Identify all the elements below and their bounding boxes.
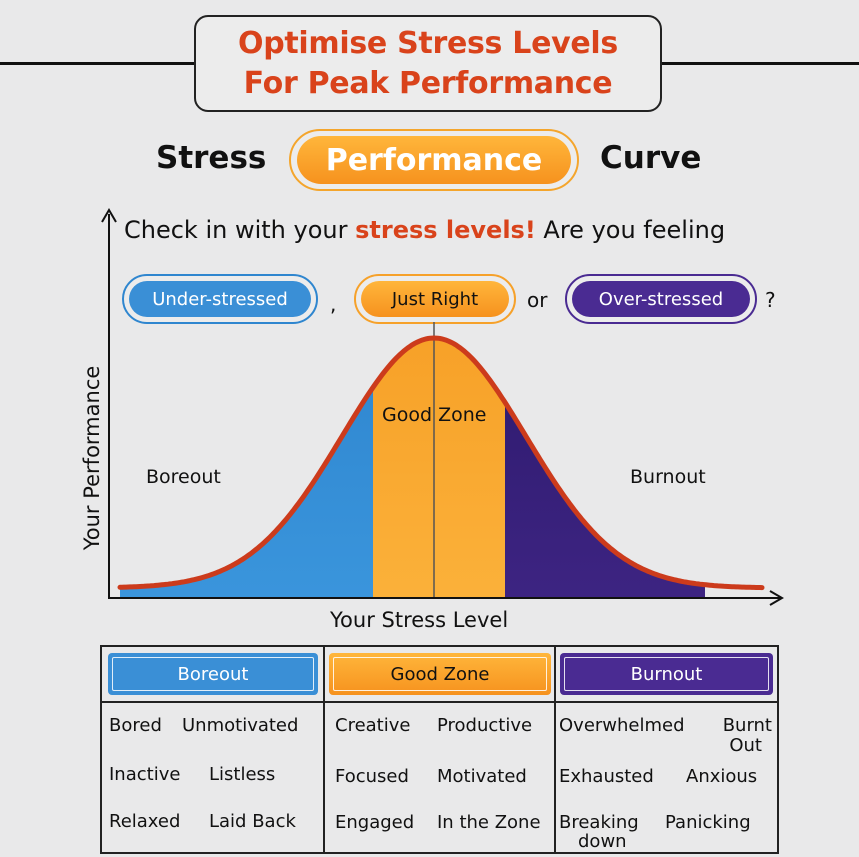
- option-separator-comma: ,: [330, 292, 337, 316]
- performance-pill: Performance: [289, 129, 579, 191]
- table-cell: In the Zone: [437, 812, 541, 833]
- curve-area-good-zone: [373, 338, 505, 598]
- table-divider-2: [554, 647, 556, 852]
- title-line-1: Optimise Stress Levels: [238, 25, 618, 61]
- zone-label-burnout: Burnout: [630, 466, 706, 488]
- question-text: Check in with your stress levels! Are yo…: [124, 216, 725, 244]
- table-cell: Relaxed: [109, 811, 181, 832]
- table-cell: Panicking: [665, 812, 751, 833]
- over-stressed-pill: Over-stressed: [565, 274, 757, 324]
- table-header-good-zone: Good Zone: [329, 653, 551, 695]
- option-separator-or: or: [527, 288, 548, 312]
- curve-area-burnout: [505, 402, 705, 598]
- over-stressed-label: Over-stressed: [572, 281, 750, 317]
- curve-area-boreout: [120, 387, 373, 598]
- title-rule-left: [0, 62, 196, 65]
- title-rule-right: [660, 62, 859, 65]
- table-cell: down: [578, 831, 627, 852]
- table-cell: Motivated: [437, 766, 527, 787]
- table-cell: Engaged: [335, 812, 415, 833]
- table-header-burnout: Burnout: [560, 653, 773, 695]
- curve-line: [117, 335, 765, 591]
- table-cell: Bored: [109, 715, 162, 736]
- table-cell: Inactive: [109, 764, 181, 785]
- table-header-divider: [102, 701, 777, 703]
- table-cell: Listless: [209, 764, 276, 785]
- just-right-label: Just Right: [361, 281, 509, 317]
- table-cell: Productive: [437, 715, 533, 736]
- table-cell: Focused: [335, 766, 409, 787]
- table-cell: Out: [729, 735, 762, 756]
- title-box: Optimise Stress Levels For Peak Performa…: [194, 15, 662, 112]
- question-highlight: stress levels!: [355, 216, 536, 244]
- table-header-good-zone-label: Good Zone: [333, 657, 547, 691]
- table-cell: Exhausted: [559, 766, 654, 787]
- table-cell: Burnt: [722, 715, 772, 736]
- zone-label-boreout: Boreout: [146, 466, 221, 488]
- heading-curve: Curve: [600, 140, 702, 176]
- table-cell: Breaking: [559, 812, 639, 833]
- y-axis-arrow-icon: [101, 208, 117, 223]
- zones-table: Boreout Good Zone Burnout Bored Unmotiva…: [100, 645, 779, 854]
- question-before: Check in with your: [124, 216, 356, 244]
- y-axis-label: Your Performance: [80, 365, 104, 551]
- table-cell: Creative: [335, 715, 411, 736]
- title-line-2: For Peak Performance: [243, 65, 613, 101]
- table-cell: Overwhelmed: [559, 715, 685, 736]
- heading-stress: Stress: [156, 140, 267, 176]
- under-stressed-label: Under-stressed: [129, 281, 311, 317]
- option-question-mark: ?: [765, 288, 776, 312]
- table-header-boreout-label: Boreout: [112, 657, 314, 691]
- table-cell: Laid Back: [209, 811, 296, 832]
- x-axis-label: Your Stress Level: [330, 608, 509, 632]
- table-cell: Unmotivated: [182, 715, 299, 736]
- table-header-boreout: Boreout: [108, 653, 318, 695]
- table-header-burnout-label: Burnout: [564, 657, 769, 691]
- zone-label-good-zone: Good Zone: [382, 404, 487, 426]
- table-cell: Anxious: [686, 766, 758, 787]
- question-after: Are you feeling: [535, 216, 726, 244]
- performance-pill-label: Performance: [297, 136, 571, 184]
- x-axis-arrow-icon: [769, 590, 784, 606]
- under-stressed-pill: Under-stressed: [122, 274, 318, 324]
- just-right-pill: Just Right: [354, 274, 516, 324]
- table-divider-1: [323, 647, 325, 852]
